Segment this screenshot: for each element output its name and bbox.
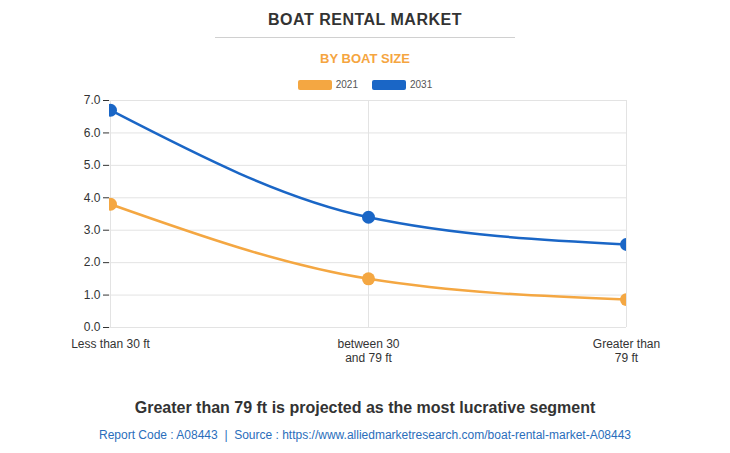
svg-text:Greater than79 ft: Greater than79 ft [593,337,660,365]
svg-text:2.0: 2.0 [84,255,101,269]
html-text:Greater than 79 ft is projecte: Greater than 79 ft is projected as the m… [134,399,596,416]
svg-text:between 30and 79 ft: between 30and 79 ft [337,337,399,365]
html-text:BY BOAT SIZE: BY BOAT SIZE [320,51,410,66]
html-text:Report Code : A08443 | Source: Report Code : A08443 | Source : https://… [99,428,631,442]
html-text:2031: 2031 [410,79,433,90]
svg-text:1.0: 1.0 [84,288,101,302]
svg-text:0.0: 0.0 [84,320,101,334]
svg-text:4.0: 4.0 [84,191,101,205]
svg-text:6.0: 6.0 [84,126,101,140]
html-text:BOAT RENTAL MARKET: BOAT RENTAL MARKET [268,11,462,28]
svg-text:7.0: 7.0 [84,93,101,107]
html-text:2021: 2021 [335,79,358,90]
svg-text:5.0: 5.0 [84,158,101,172]
svg-text:3.0: 3.0 [84,223,101,237]
svg-text:Less than 30 ft: Less than 30 ft [71,337,150,351]
